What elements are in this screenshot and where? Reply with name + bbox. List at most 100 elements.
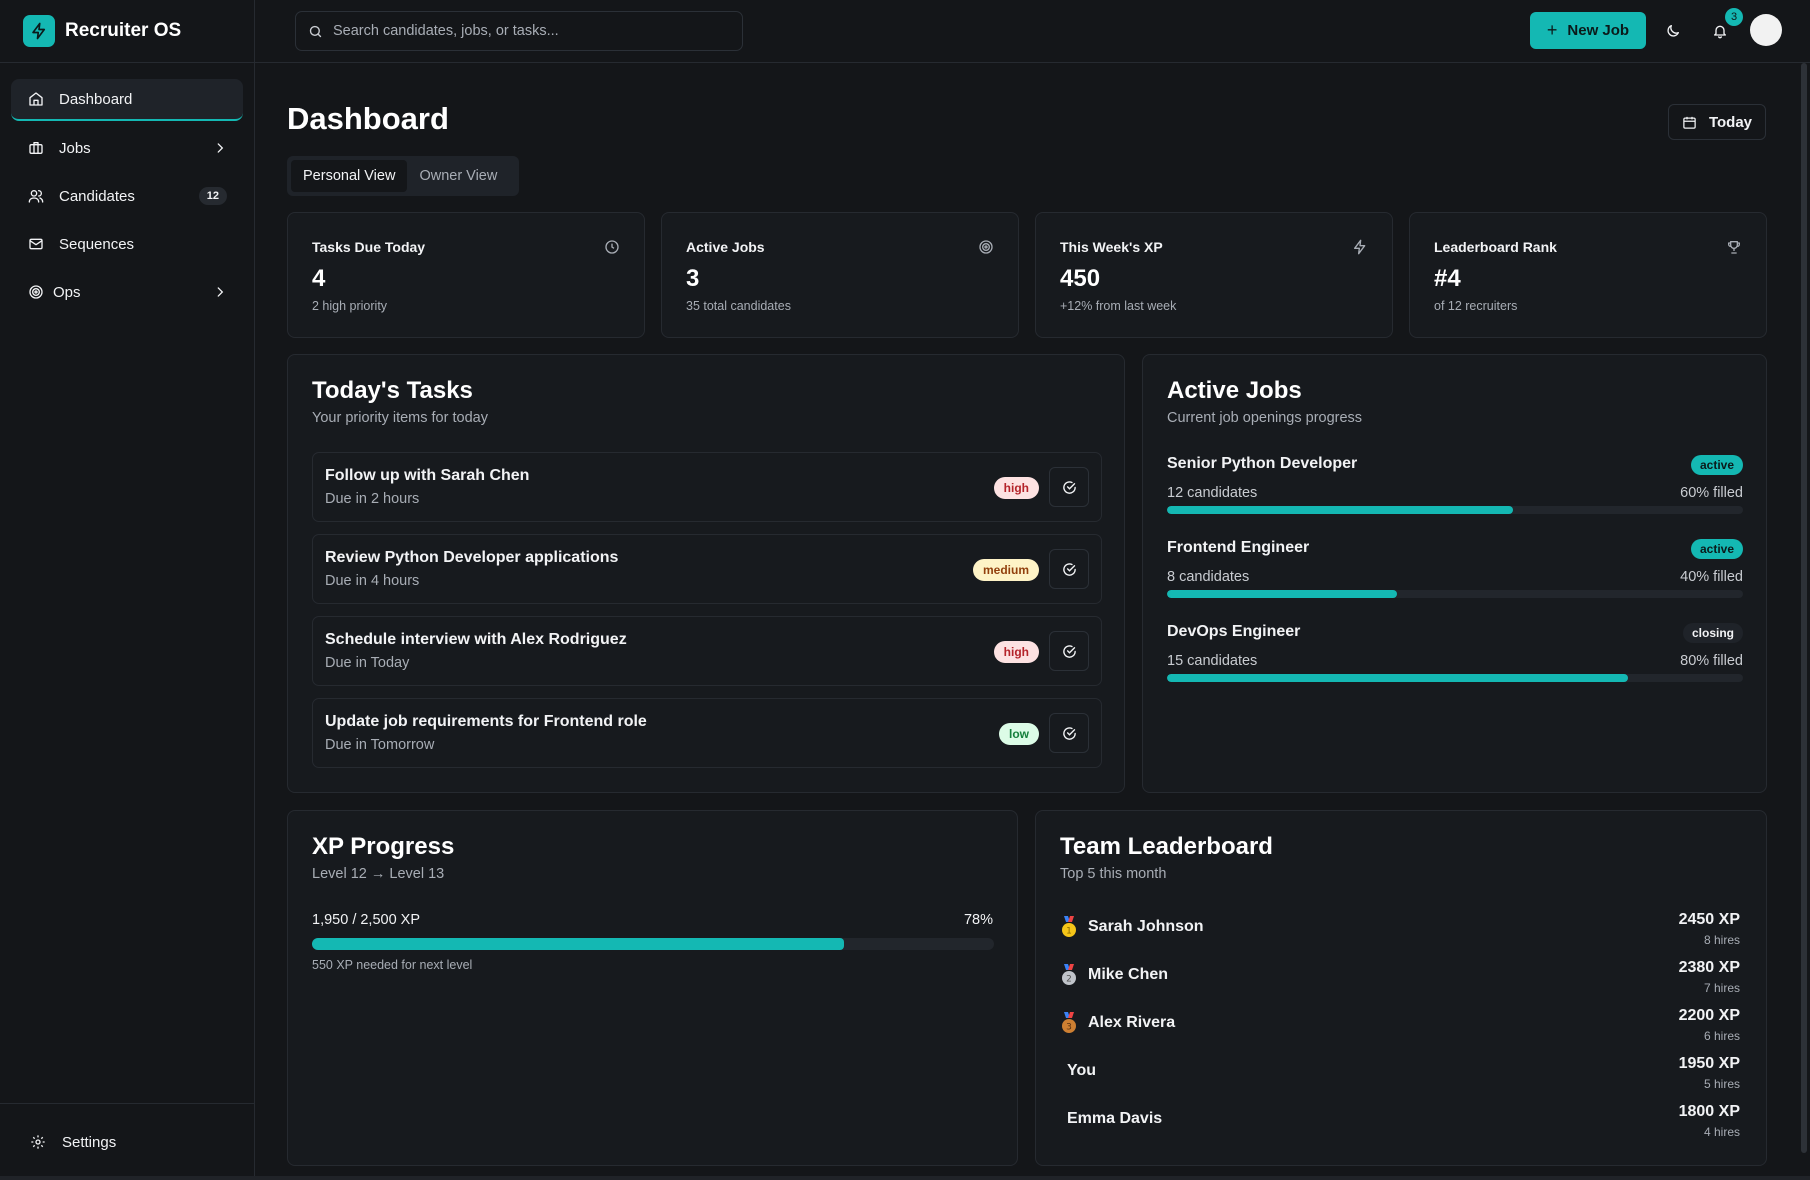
job-status-badge: active	[1690, 455, 1743, 475]
xp-progress-card: XP Progress Level 12 → Level 13 1,950 / …	[287, 810, 1018, 1166]
task-item[interactable]: Update job requirements for Frontend rol…	[312, 698, 1102, 768]
theme-toggle-button[interactable]	[1660, 18, 1686, 44]
task-title: Review Python Developer applications	[325, 549, 619, 566]
task-title: Schedule interview with Alex Rodriguez	[325, 631, 627, 648]
new-job-label: New Job	[1567, 22, 1630, 39]
sidebar-item-label: Candidates	[59, 187, 135, 205]
tab-owner-view[interactable]: Owner View	[419, 168, 498, 184]
job-progress-bar	[1167, 590, 1743, 598]
stat-title: Active Jobs	[686, 239, 765, 255]
job-filled-percent: 40% filled	[1680, 569, 1743, 585]
sidebar-item-label: Jobs	[59, 139, 91, 157]
stat-subtext: 2 high priority	[312, 299, 388, 313]
job-candidate-count: 8 candidates	[1167, 569, 1250, 585]
sidebar-item-ops[interactable]: Ops	[11, 271, 243, 313]
stat-card-weekly-xp: This Week's XP 450 +12% from last week	[1035, 212, 1393, 338]
leaderboard-xp: 2450 XP	[1678, 911, 1740, 928]
xp-progress-fill	[312, 938, 844, 950]
trophy-icon	[1728, 241, 1740, 254]
task-item[interactable]: Follow up with Sarah Chen Due in 2 hours…	[312, 452, 1102, 522]
leaderboard-row[interactable]: You 1950 XP 5 hires	[1060, 1055, 1740, 1099]
job-status-badge: active	[1690, 539, 1743, 559]
stat-title: This Week's XP	[1060, 239, 1163, 255]
job-progress-bar	[1167, 674, 1743, 682]
chevron-right-icon	[217, 287, 224, 297]
stat-title: Leaderboard Rank	[1434, 239, 1557, 255]
check-circle-icon	[1062, 644, 1076, 658]
leaderboard-row[interactable]: 3 Alex Rivera 2200 XP 6 hires	[1060, 1007, 1740, 1051]
complete-task-button[interactable]	[1049, 549, 1089, 589]
task-item[interactable]: Schedule interview with Alex Rodriguez D…	[312, 616, 1102, 686]
leaderboard-hires: 5 hires	[1703, 1077, 1740, 1091]
notifications-button[interactable]	[1707, 18, 1733, 44]
priority-badge: high	[993, 641, 1039, 663]
candidates-count-badge: 12	[198, 187, 227, 205]
view-tabs: Personal View Owner View	[287, 156, 519, 196]
stat-value: #4	[1434, 265, 1461, 292]
stat-subtext: 35 total candidates	[686, 299, 791, 313]
priority-badge: high	[993, 477, 1039, 499]
job-name: Senior Python Developer	[1167, 455, 1358, 472]
user-avatar[interactable]	[1750, 14, 1782, 46]
sidebar-item-label: Sequences	[59, 235, 135, 253]
card-title: Active Jobs	[1167, 377, 1302, 404]
svg-text:1: 1	[1066, 927, 1072, 937]
new-job-button[interactable]: + New Job	[1530, 12, 1646, 49]
leaderboard-row[interactable]: Emma Davis 1800 XP 4 hires	[1060, 1103, 1740, 1147]
leaderboard-hires: 8 hires	[1703, 933, 1740, 947]
job-status-badge: closing	[1682, 623, 1743, 643]
job-progress-fill	[1167, 590, 1398, 598]
date-filter-label: Today	[1708, 113, 1753, 131]
plus-icon: +	[1546, 20, 1558, 40]
job-progress-bar	[1167, 506, 1743, 514]
leaderboard-name: You	[1067, 1062, 1097, 1079]
todays-tasks-card: Today's Tasks Your priority items for to…	[287, 354, 1125, 793]
leaderboard-xp: 1800 XP	[1678, 1103, 1740, 1120]
job-name: DevOps Engineer	[1167, 623, 1301, 640]
xp-progress-bar	[312, 938, 994, 950]
job-progress-fill	[1167, 674, 1628, 682]
search-box[interactable]	[295, 11, 743, 51]
tab-personal-view[interactable]: Personal View	[291, 160, 408, 192]
sidebar: Recruiter OS Dashboard Jobs Candidates 1…	[0, 0, 255, 1180]
search-input[interactable]	[333, 23, 713, 39]
sidebar-item-dashboard[interactable]: Dashboard	[11, 79, 243, 121]
task-title: Update job requirements for Frontend rol…	[325, 713, 647, 730]
job-candidate-count: 12 candidates	[1167, 485, 1258, 501]
card-title: XP Progress	[312, 833, 455, 860]
leaderboard-row[interactable]: 1 Sarah Johnson 2450 XP 8 hires	[1060, 911, 1740, 955]
sidebar-item-sequences[interactable]: Sequences	[11, 223, 243, 265]
leaderboard-xp: 2380 XP	[1678, 959, 1740, 976]
brand[interactable]: Recruiter OS	[0, 0, 254, 63]
leaderboard-hires: 4 hires	[1703, 1125, 1740, 1139]
sidebar-item-settings[interactable]: Settings	[0, 1103, 254, 1180]
target-icon	[979, 240, 993, 254]
card-subtitle: Level 12 → Level 13	[312, 866, 445, 882]
card-title: Today's Tasks	[312, 377, 473, 404]
complete-task-button[interactable]	[1049, 467, 1089, 507]
active-jobs-card: Active Jobs Current job openings progres…	[1142, 354, 1767, 793]
task-item[interactable]: Review Python Developer applications Due…	[312, 534, 1102, 604]
bell-icon	[1714, 25, 1726, 39]
svg-text:3: 3	[1066, 1023, 1072, 1033]
job-candidate-count: 15 candidates	[1167, 653, 1258, 669]
sidebar-item-jobs[interactable]: Jobs	[11, 127, 243, 169]
app-name: Recruiter OS	[65, 20, 182, 41]
users-icon	[27, 187, 45, 205]
leaderboard-name: Alex Rivera	[1088, 1014, 1176, 1031]
complete-task-button[interactable]	[1049, 631, 1089, 671]
clock-icon	[605, 240, 619, 254]
date-filter-button[interactable]: Today	[1668, 104, 1766, 140]
leaderboard-row[interactable]: 2 Mike Chen 2380 XP 7 hires	[1060, 959, 1740, 1003]
sidebar-item-candidates[interactable]: Candidates 12	[11, 175, 243, 217]
moon-icon	[1667, 25, 1679, 37]
gold-medal-icon: 1	[1062, 916, 1076, 937]
task-title: Follow up with Sarah Chen	[325, 467, 530, 484]
page-scrollbar[interactable]	[1801, 63, 1807, 1153]
complete-task-button[interactable]	[1049, 713, 1089, 753]
leaderboard-name: Mike Chen	[1088, 966, 1169, 983]
priority-badge: low	[999, 723, 1039, 745]
card-title: Team Leaderboard	[1060, 833, 1273, 860]
card-subtitle: Current job openings progress	[1167, 410, 1363, 426]
leaderboard-name: Sarah Johnson	[1088, 918, 1204, 935]
